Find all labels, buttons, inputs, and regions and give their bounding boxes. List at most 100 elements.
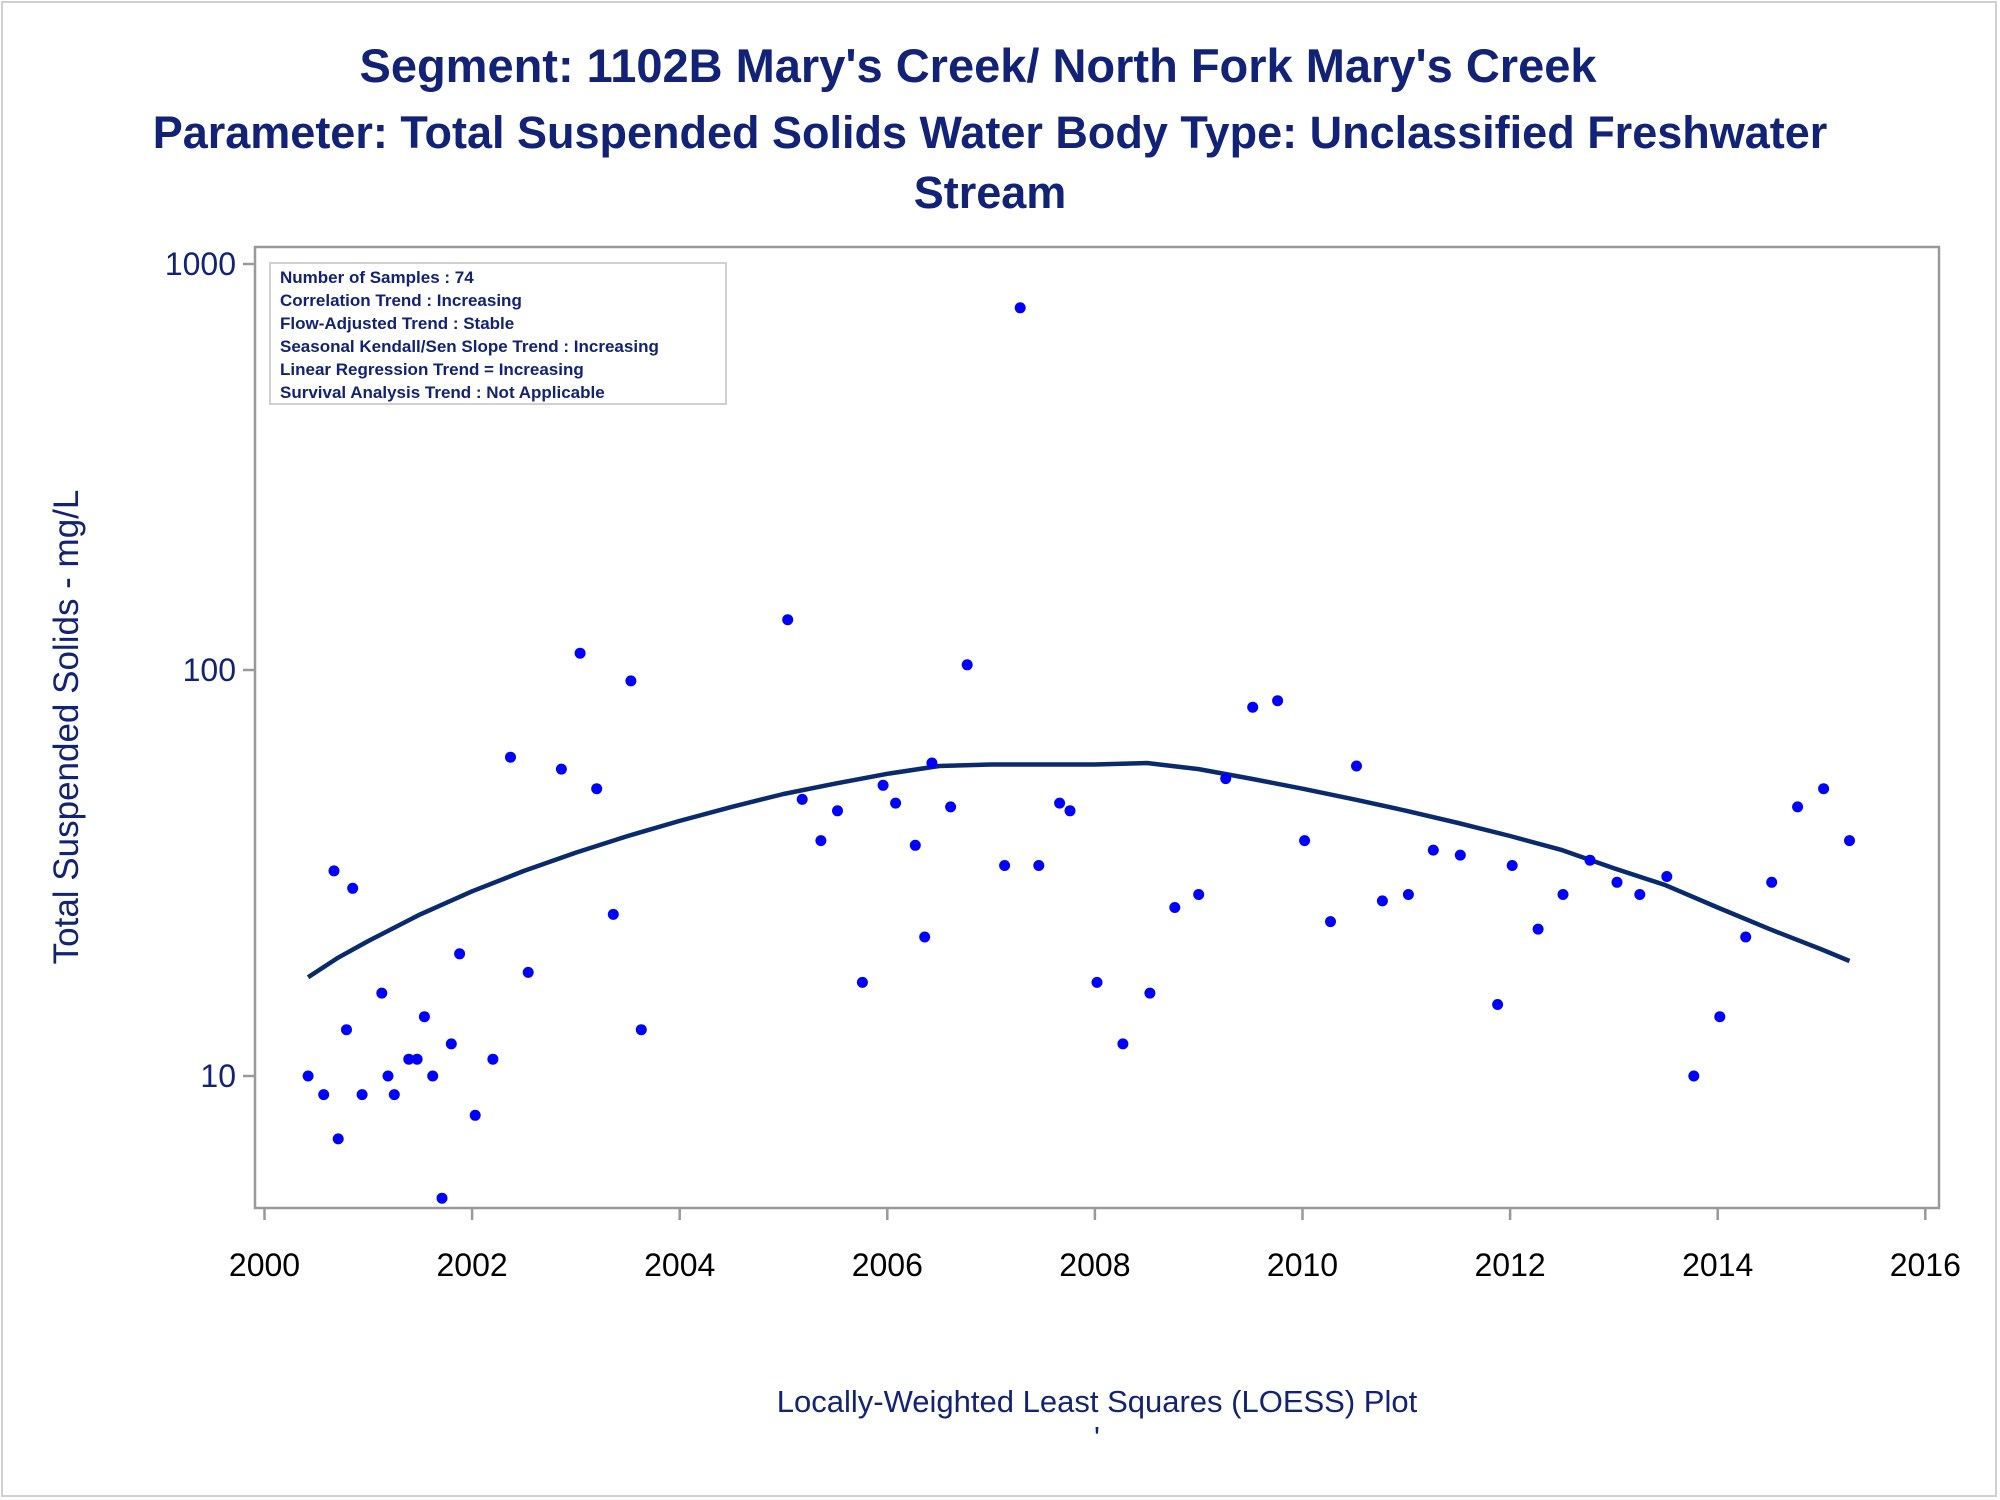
data-point bbox=[1634, 889, 1646, 900]
x-tick-label: 2010 bbox=[1267, 1247, 1338, 1283]
data-point bbox=[1454, 849, 1466, 861]
data-point bbox=[1014, 302, 1026, 314]
data-point bbox=[1844, 835, 1855, 847]
data-point bbox=[1193, 889, 1205, 900]
data-point bbox=[574, 647, 586, 659]
data-point bbox=[318, 1089, 330, 1101]
stats-line-survival: Survival Analysis Trend : Not Applicable bbox=[280, 383, 605, 402]
data-point bbox=[388, 1089, 400, 1101]
data-point bbox=[1584, 854, 1596, 866]
plot-area bbox=[253, 245, 1941, 1210]
data-point bbox=[436, 1192, 448, 1204]
data-point bbox=[890, 797, 902, 809]
data-point bbox=[1144, 987, 1156, 999]
data-points-layer bbox=[302, 302, 1855, 1204]
data-point bbox=[832, 805, 843, 817]
x-tick-label: 2016 bbox=[1890, 1247, 1961, 1283]
data-point bbox=[1688, 1070, 1700, 1082]
data-point bbox=[1169, 902, 1181, 913]
stats-line-correlation: Correlation Trend : Increasing bbox=[280, 291, 522, 310]
data-point bbox=[877, 779, 889, 791]
data-point bbox=[1427, 844, 1439, 856]
stats-inset-box bbox=[269, 262, 727, 405]
data-point bbox=[856, 976, 868, 988]
data-point bbox=[1402, 889, 1414, 900]
data-point bbox=[625, 675, 637, 687]
data-point bbox=[328, 865, 340, 877]
data-point bbox=[376, 987, 388, 999]
data-point bbox=[1117, 1038, 1129, 1050]
data-point bbox=[1220, 773, 1232, 785]
data-point bbox=[411, 1053, 423, 1065]
data-point bbox=[1064, 805, 1076, 817]
data-point bbox=[341, 1024, 352, 1036]
data-point bbox=[1611, 876, 1623, 888]
data-point bbox=[591, 783, 603, 795]
data-point bbox=[445, 1038, 457, 1050]
data-point bbox=[487, 1053, 499, 1065]
data-point bbox=[1740, 931, 1752, 943]
data-point bbox=[926, 757, 938, 769]
data-point bbox=[427, 1070, 439, 1082]
x-tick-label: 2014 bbox=[1682, 1247, 1753, 1283]
data-point bbox=[505, 751, 516, 763]
loess-curve bbox=[306, 760, 1851, 980]
data-point bbox=[999, 860, 1011, 871]
y-axis-label: Total Suspended Solids - mg/L bbox=[47, 490, 86, 965]
stats-inset: Number of Samples : 74 Correlation Trend… bbox=[269, 262, 727, 405]
data-point bbox=[382, 1070, 394, 1082]
data-point bbox=[1818, 783, 1830, 795]
data-point bbox=[403, 1053, 415, 1065]
data-point bbox=[1766, 876, 1778, 888]
data-point bbox=[961, 659, 973, 671]
chart-title-line-1: Segment: 1102B Mary's Creek/ North Fork … bbox=[359, 39, 1597, 92]
x-tick-label: 2006 bbox=[852, 1247, 923, 1283]
data-point bbox=[1376, 895, 1388, 907]
stats-line-samples: Number of Samples : 74 bbox=[280, 268, 474, 287]
data-point bbox=[635, 1024, 647, 1036]
data-point bbox=[945, 801, 957, 813]
chart-footnote-mark: ' bbox=[1094, 1420, 1100, 1455]
data-point bbox=[1792, 801, 1804, 813]
y-axis: 10 100 1000 bbox=[165, 246, 255, 1094]
data-point bbox=[1091, 976, 1103, 988]
data-point bbox=[356, 1089, 368, 1101]
x-tick-label: 2008 bbox=[1059, 1247, 1130, 1283]
chart-title-line-3: Stream bbox=[914, 167, 1067, 218]
y-tick-label: 1000 bbox=[165, 246, 236, 282]
y-tick-label: 100 bbox=[183, 652, 236, 688]
data-point bbox=[332, 1133, 344, 1145]
data-point bbox=[1325, 916, 1336, 928]
stats-line-seasonal-kendall: Seasonal Kendall/Sen Slope Trend : Incre… bbox=[280, 337, 659, 356]
stats-line-flow-adjusted: Flow-Adjusted Trend : Stable bbox=[280, 314, 514, 333]
data-point bbox=[815, 835, 827, 847]
data-point bbox=[522, 966, 534, 978]
stats-line-linear-regression: Linear Regression Trend = Increasing bbox=[280, 360, 584, 379]
data-point bbox=[347, 882, 359, 894]
data-point bbox=[1247, 701, 1259, 713]
x-tick-label: 2004 bbox=[644, 1247, 715, 1283]
data-point bbox=[1272, 695, 1284, 707]
chart-title-line-2: Parameter: Total Suspended Solids Water … bbox=[153, 107, 1828, 158]
data-point bbox=[909, 839, 921, 851]
data-point bbox=[302, 1070, 314, 1082]
data-point bbox=[796, 793, 808, 805]
x-axis: 2000 2002 2004 2006 2008 2010 2012 2014 2016 bbox=[229, 1208, 1961, 1283]
data-point bbox=[607, 908, 619, 920]
data-point bbox=[1492, 999, 1504, 1010]
y-tick-label: 10 bbox=[200, 1058, 236, 1094]
data-point bbox=[1054, 797, 1066, 809]
data-point bbox=[1299, 835, 1311, 847]
data-point bbox=[1532, 923, 1544, 935]
data-point bbox=[782, 614, 794, 626]
x-tick-label: 2012 bbox=[1475, 1247, 1546, 1283]
x-tick-label: 2002 bbox=[437, 1247, 508, 1283]
data-point bbox=[1033, 860, 1045, 871]
loess-curve-layer bbox=[306, 760, 1851, 980]
data-point bbox=[418, 1011, 430, 1023]
data-point bbox=[1557, 889, 1569, 900]
chart-footnote: Locally-Weighted Least Squares (LOESS) P… bbox=[777, 1384, 1418, 1419]
data-point bbox=[1351, 760, 1362, 772]
data-point bbox=[1661, 871, 1673, 882]
